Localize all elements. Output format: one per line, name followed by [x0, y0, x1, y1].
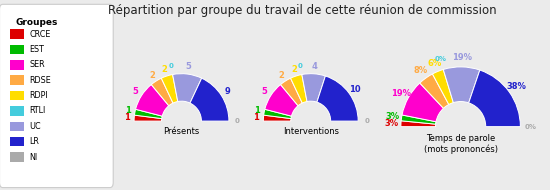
Text: 19%: 19% — [390, 89, 410, 98]
Wedge shape — [469, 70, 520, 127]
Text: 10: 10 — [349, 85, 361, 93]
Bar — [10, 137, 24, 146]
Bar — [10, 152, 24, 162]
Wedge shape — [401, 121, 436, 127]
Text: 5: 5 — [185, 63, 191, 71]
Text: RDSE: RDSE — [30, 76, 51, 85]
Text: 0%: 0% — [525, 124, 537, 130]
Text: 0: 0 — [169, 63, 173, 69]
Text: SER: SER — [30, 60, 45, 69]
Wedge shape — [420, 74, 449, 108]
Text: NI: NI — [30, 153, 38, 162]
Wedge shape — [443, 67, 480, 103]
Text: RTLI: RTLI — [30, 106, 46, 115]
Text: EST: EST — [30, 45, 45, 54]
Wedge shape — [190, 78, 229, 121]
Bar — [10, 60, 24, 70]
Text: 1: 1 — [124, 113, 130, 122]
Text: RDPI: RDPI — [30, 91, 48, 100]
Text: 2: 2 — [291, 65, 297, 74]
Text: 5: 5 — [262, 87, 268, 96]
Wedge shape — [401, 115, 436, 124]
Text: 1: 1 — [254, 106, 260, 115]
Bar — [10, 122, 24, 131]
Wedge shape — [290, 74, 307, 103]
Text: 9: 9 — [224, 87, 230, 96]
Text: Répartition par groupe du travail de cette réunion de commission: Répartition par groupe du travail de cet… — [108, 4, 497, 17]
Text: CRCE: CRCE — [30, 30, 51, 39]
Text: 38%: 38% — [507, 82, 526, 91]
Wedge shape — [134, 115, 162, 121]
Text: 4: 4 — [311, 62, 317, 71]
Bar — [10, 45, 24, 54]
Bar — [10, 106, 24, 116]
Bar — [10, 75, 24, 85]
Bar — [10, 91, 24, 100]
Text: 19%: 19% — [452, 53, 472, 63]
Wedge shape — [317, 76, 358, 121]
Text: 3%: 3% — [386, 112, 400, 121]
Wedge shape — [134, 109, 162, 119]
Wedge shape — [161, 74, 178, 103]
Text: 6%: 6% — [427, 59, 442, 68]
Text: UC: UC — [30, 122, 41, 131]
Text: 0: 0 — [364, 118, 369, 124]
Text: Interventions: Interventions — [283, 127, 339, 136]
Text: 5: 5 — [133, 87, 139, 96]
Wedge shape — [302, 74, 326, 102]
Text: 2: 2 — [162, 65, 168, 74]
Wedge shape — [432, 70, 453, 104]
Wedge shape — [173, 74, 202, 103]
Wedge shape — [263, 115, 291, 121]
Text: 2: 2 — [279, 70, 284, 80]
Wedge shape — [263, 109, 292, 119]
Text: 3%: 3% — [385, 119, 399, 128]
Bar — [10, 29, 24, 39]
Text: 0: 0 — [298, 63, 302, 69]
Text: LR: LR — [30, 137, 40, 146]
Wedge shape — [151, 78, 173, 106]
Wedge shape — [265, 85, 298, 116]
Text: Groupes: Groupes — [15, 18, 58, 27]
Text: 1: 1 — [254, 113, 259, 122]
Text: 8%: 8% — [414, 66, 428, 75]
Text: Temps de parole
(mots prononcés): Temps de parole (mots prononcés) — [424, 134, 498, 154]
Wedge shape — [136, 85, 169, 116]
Wedge shape — [280, 78, 302, 106]
Text: Présents: Présents — [163, 127, 200, 136]
Text: 2: 2 — [150, 70, 155, 80]
Text: 0%: 0% — [434, 56, 446, 62]
Wedge shape — [402, 83, 443, 122]
Text: 0: 0 — [235, 118, 240, 124]
Text: 1: 1 — [125, 106, 131, 115]
FancyBboxPatch shape — [0, 4, 113, 188]
